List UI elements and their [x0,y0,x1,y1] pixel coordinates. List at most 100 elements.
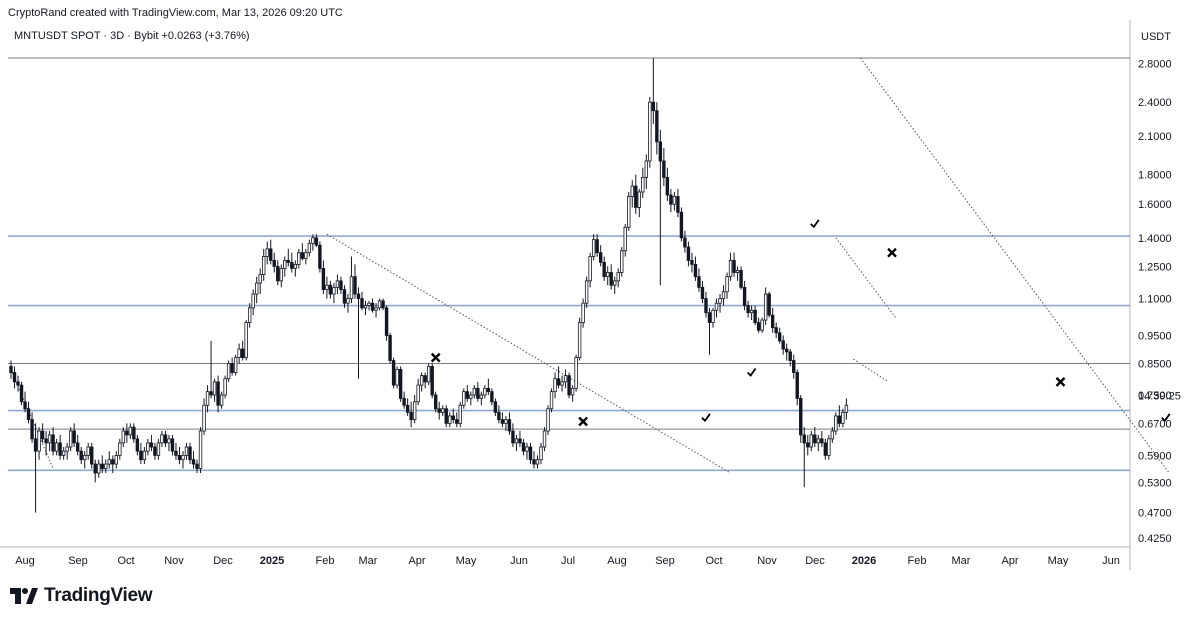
candle-body [802,434,806,444]
candle-body [114,454,118,465]
candle [167,434,171,452]
time-tick-label: 2026 [852,555,876,567]
candle-body [321,268,326,290]
candle-body [577,322,582,359]
candle [328,280,333,299]
candle-body [184,446,189,456]
candle [472,385,477,399]
candle-body [556,378,561,386]
candle [297,248,301,269]
candle [356,287,361,379]
candle [448,412,452,428]
candle [462,388,466,409]
candle [314,234,319,248]
candle [346,294,350,313]
candle [802,427,806,488]
candle-body [416,384,420,403]
candle-body [265,248,269,257]
candle-body [788,351,792,361]
candle-body [834,415,838,432]
candle [767,291,771,318]
time-tick-label: Jun [510,555,528,567]
candle [595,234,599,257]
candle [837,405,842,428]
candle [539,442,543,465]
candle [725,272,729,299]
candle [272,252,276,273]
candle [332,283,336,304]
candle-body [588,256,592,282]
candle [202,398,206,435]
candle [542,427,547,452]
candle-body [735,270,740,273]
candle-body [423,375,427,383]
candle [809,430,813,452]
candle [788,349,792,367]
candle [16,375,20,392]
candle [711,307,715,328]
candle-body [374,307,378,311]
tradingview-brand[interactable]: TradingView [10,585,153,607]
candle [409,401,413,428]
candle-body [146,442,150,452]
candle-body [634,185,638,208]
candle-body [841,411,845,424]
candle [813,427,817,447]
candle-body [725,276,729,293]
candle-body [412,401,417,421]
candle-body [479,394,484,399]
candle [648,96,652,168]
candle [325,276,329,299]
candle [469,391,473,406]
candle [770,307,775,333]
candle [342,285,347,308]
candle [139,442,143,465]
candle [763,287,768,326]
candle-body [377,300,382,309]
price-chart[interactable]: 2.8000 2.4000 2.1000 1.8000 1.6000 1.4000 1.25… [0,0,1199,580]
candle-body [763,293,768,321]
candle [128,423,133,439]
candle-body [335,280,340,288]
candle-body [441,408,445,413]
cross-marker [887,247,897,258]
candle [820,430,824,447]
candle [244,320,248,361]
candle [584,276,589,308]
candle [79,446,83,465]
candle [398,366,403,402]
candle-body [669,194,673,205]
horizontal-levels [8,57,1130,472]
candle-body [760,319,764,331]
candle [630,180,634,208]
candle-body [658,141,663,162]
candle-body [799,397,803,436]
candle-body [198,430,203,469]
candle [240,340,245,361]
candle [86,442,90,460]
candle-body [598,252,603,263]
time-tick-label: Oct [117,555,134,567]
candle [293,260,298,277]
candle-body [283,260,287,269]
time-tick-label: Apr [1001,555,1018,567]
candle [834,412,838,435]
time-tick-label: Dec [213,555,233,567]
tradingview-wordmark: TradingView [44,585,153,606]
candle [51,427,55,456]
candle [567,372,571,399]
candle [546,405,550,435]
candle-body [518,438,522,444]
candle [191,451,196,469]
candle [518,430,522,447]
candle [623,223,627,257]
candle-body [356,293,361,299]
candle [388,332,392,364]
candle [68,427,73,452]
time-tick-label: Aug [15,555,35,567]
candle-body [51,434,55,452]
candle-body [90,446,94,465]
candle-body [546,408,550,432]
time-tick-label: Jul [561,555,575,567]
candle-body [244,322,248,359]
